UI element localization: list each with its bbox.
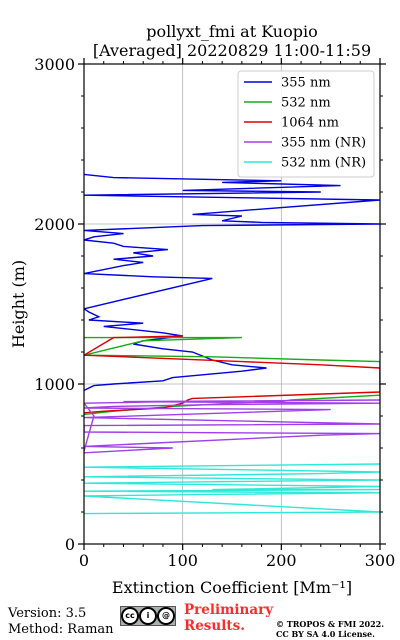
preliminary-line1: Preliminary xyxy=(184,602,274,618)
by-icon: i xyxy=(139,607,157,625)
y-tick-label: 1000 xyxy=(34,375,75,394)
legend-label: 1064 nm xyxy=(281,116,339,131)
x-tick-label: 300 xyxy=(365,551,396,570)
series-line-3 xyxy=(84,399,380,454)
chart-series xyxy=(84,173,380,515)
copyright-notice: © TROPOS & FMI 2022. CC BY SA 4.0 Licens… xyxy=(276,619,384,639)
series-line-2 xyxy=(84,335,380,414)
y-tick-label: 3000 xyxy=(34,55,75,74)
method-text: Method: Raman xyxy=(8,622,114,637)
series-line-1 xyxy=(84,336,380,416)
x-tick-label: 0 xyxy=(79,551,89,570)
version-text: Version: 3.5 xyxy=(8,606,87,621)
y-tick-label: 0 xyxy=(65,535,75,554)
chart-title-line2: [Averaged] 20220829 11:00-11:59 xyxy=(92,41,372,60)
legend: 355 nm 532 nm 1064 nm 355 nm (NR) 532 nm (NR… xyxy=(237,70,375,178)
x-tick-label: 200 xyxy=(266,551,297,570)
y-tick-label: 2000 xyxy=(34,215,75,234)
chart-title-line1: pollyxt_fmi at Kuopio xyxy=(146,22,318,41)
preliminary-notice: Preliminary Results. xyxy=(184,602,273,634)
plot-frame xyxy=(83,63,381,545)
preliminary-line2: Results. xyxy=(184,618,245,634)
copyright-line1: © TROPOS & FMI 2022. xyxy=(276,619,385,629)
sa-icon: @ xyxy=(157,607,175,625)
legend-label: 355 nm xyxy=(281,76,331,91)
x-axis-label: Extinction Coefficient [Mm⁻¹] xyxy=(112,578,352,597)
legend-label: 532 nm (NR) xyxy=(281,156,366,171)
legend-label: 532 nm xyxy=(281,96,331,111)
series-line-4 xyxy=(84,463,380,515)
cc-icon: cc xyxy=(121,607,139,625)
legend-box xyxy=(237,70,375,178)
cc-license-badge: cc i @ xyxy=(120,606,176,626)
copyright-line2: CC BY SA 4.0 License. xyxy=(276,629,375,639)
legend-label: 355 nm (NR) xyxy=(281,136,366,151)
y-axis-label: Height (m) xyxy=(9,260,28,348)
x-tick-label: 100 xyxy=(167,551,198,570)
